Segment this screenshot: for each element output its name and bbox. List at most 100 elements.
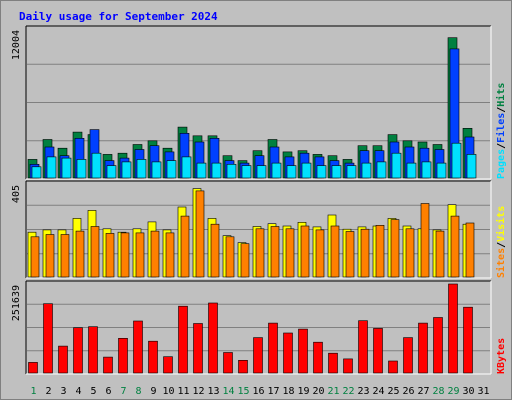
bar-sites-day-16 bbox=[255, 228, 265, 278]
bar-sites-day-3 bbox=[60, 234, 70, 278]
bar-kbytes-day-10 bbox=[163, 356, 173, 374]
x-tick-label: 23 bbox=[357, 386, 369, 397]
legend-pages: Pages bbox=[496, 149, 507, 179]
bar-pages-day-7 bbox=[121, 161, 132, 179]
bar-sites-day-7 bbox=[120, 232, 130, 278]
bar-pages-day-3 bbox=[61, 157, 72, 179]
bar-sites-day-15 bbox=[240, 243, 250, 278]
x-tick-label: 15 bbox=[237, 386, 249, 397]
bar-kbytes-day-24 bbox=[373, 328, 383, 374]
chart-title: Daily usage for September 2024 bbox=[19, 10, 218, 23]
bar-pages-day-9 bbox=[151, 161, 162, 179]
bar-kbytes-day-1 bbox=[28, 362, 38, 374]
x-tick-label: 10 bbox=[162, 386, 174, 397]
bar-pages-day-4 bbox=[76, 159, 87, 179]
bar-pages-day-12 bbox=[196, 162, 207, 179]
bar-sites-day-9 bbox=[150, 230, 160, 278]
bar-pages-day-24 bbox=[376, 161, 387, 179]
x-tick-label: 19 bbox=[297, 386, 309, 397]
x-tick-label: 2 bbox=[45, 386, 51, 397]
bar-sites-day-14 bbox=[225, 236, 235, 278]
y-max-label: 405 bbox=[11, 185, 22, 203]
bar-kbytes-day-6 bbox=[103, 356, 113, 374]
bar-kbytes-day-19 bbox=[298, 328, 308, 374]
bar-pages-day-14 bbox=[226, 164, 237, 179]
bar-pages-day-17 bbox=[271, 162, 282, 179]
bar-pages-day-15 bbox=[241, 165, 252, 179]
bar-pages-day-20 bbox=[316, 165, 327, 179]
bar-kbytes-day-3 bbox=[58, 345, 68, 374]
bar-pages-day-30 bbox=[466, 154, 477, 179]
bar-pages-day-27 bbox=[421, 161, 432, 179]
bar-sites-day-24 bbox=[375, 225, 385, 278]
x-tick-label: 11 bbox=[177, 386, 189, 397]
x-tick-label: 7 bbox=[120, 386, 126, 397]
bar-sites-day-22 bbox=[345, 231, 355, 278]
bar-pages-day-10 bbox=[166, 160, 177, 179]
x-tick-label: 22 bbox=[342, 386, 354, 397]
bar-sites-day-13 bbox=[210, 223, 220, 278]
bar-sites-day-11 bbox=[180, 215, 190, 278]
bar-sites-day-21 bbox=[330, 225, 340, 278]
bar-kbytes-day-7 bbox=[118, 337, 128, 374]
bar-sites-day-26 bbox=[405, 228, 415, 278]
bar-sites-day-20 bbox=[315, 229, 325, 278]
bar-sites-day-19 bbox=[300, 225, 310, 278]
bar-sites-day-17 bbox=[270, 226, 280, 278]
legend-visits: Visits bbox=[495, 206, 507, 242]
bar-kbytes-day-9 bbox=[148, 340, 158, 374]
x-tick-label: 8 bbox=[135, 386, 141, 397]
x-tick-label: 12 bbox=[192, 386, 204, 397]
bar-pages-day-19 bbox=[301, 162, 312, 179]
bar-sites-day-30 bbox=[465, 222, 475, 278]
bar-kbytes-day-16 bbox=[253, 337, 263, 374]
bar-sites-day-10 bbox=[165, 232, 175, 278]
x-tick-label: 16 bbox=[252, 386, 264, 397]
legend-hits: Hits bbox=[495, 83, 507, 107]
legend-files: Files bbox=[495, 113, 507, 143]
x-tick-label: 13 bbox=[207, 386, 219, 397]
bar-sites-day-29 bbox=[450, 215, 460, 278]
x-tick-label: 30 bbox=[462, 386, 474, 397]
legend-kbytes: KBytes bbox=[496, 338, 507, 374]
x-tick-label: 9 bbox=[150, 386, 156, 397]
bar-kbytes-day-4 bbox=[73, 327, 83, 374]
x-tick-label: 1 bbox=[30, 386, 36, 397]
bar-pages-day-16 bbox=[256, 165, 267, 179]
bar-pages-day-13 bbox=[211, 162, 222, 179]
bar-pages-day-22 bbox=[346, 165, 357, 179]
bar-sites-day-27 bbox=[420, 203, 430, 278]
bar-kbytes-day-20 bbox=[313, 341, 323, 374]
bar-kbytes-day-28 bbox=[433, 317, 443, 374]
x-tick-label: 17 bbox=[267, 386, 279, 397]
legend-kbytes: KBytes bbox=[496, 338, 507, 374]
x-tick-label: 31 bbox=[477, 386, 489, 397]
bar-kbytes-day-12 bbox=[193, 323, 203, 374]
y-max-label: 251639 bbox=[11, 285, 22, 321]
bar-kbytes-day-27 bbox=[418, 322, 428, 374]
bar-sites-day-28 bbox=[435, 230, 445, 278]
bar-kbytes-day-25 bbox=[388, 360, 398, 374]
legend-sites: Sites bbox=[495, 248, 507, 278]
bar-kbytes-day-15 bbox=[238, 359, 248, 374]
legend-visits-sites: Sites/Visits bbox=[495, 206, 507, 278]
bar-sites-day-12 bbox=[195, 190, 205, 278]
bar-kbytes-day-18 bbox=[283, 332, 293, 374]
bar-kbytes-day-2 bbox=[43, 303, 53, 374]
bar-pages-day-11 bbox=[181, 156, 192, 179]
bar-pages-day-8 bbox=[136, 159, 147, 179]
x-tick-label: 4 bbox=[75, 386, 81, 397]
bar-kbytes-day-11 bbox=[178, 305, 188, 374]
panel-visits-sites: 405 Sites/Visits bbox=[11, 180, 507, 279]
legend-sep2: / bbox=[496, 107, 507, 113]
bar-kbytes-day-29 bbox=[448, 283, 458, 374]
bar-pages-day-28 bbox=[436, 162, 447, 179]
bar-pages-day-21 bbox=[331, 165, 342, 179]
bar-sites-day-2 bbox=[45, 234, 55, 278]
x-tick-label: 20 bbox=[312, 386, 324, 397]
bar-kbytes-day-21 bbox=[328, 352, 338, 374]
panel-kbytes: 251639 KBytes bbox=[11, 280, 507, 375]
